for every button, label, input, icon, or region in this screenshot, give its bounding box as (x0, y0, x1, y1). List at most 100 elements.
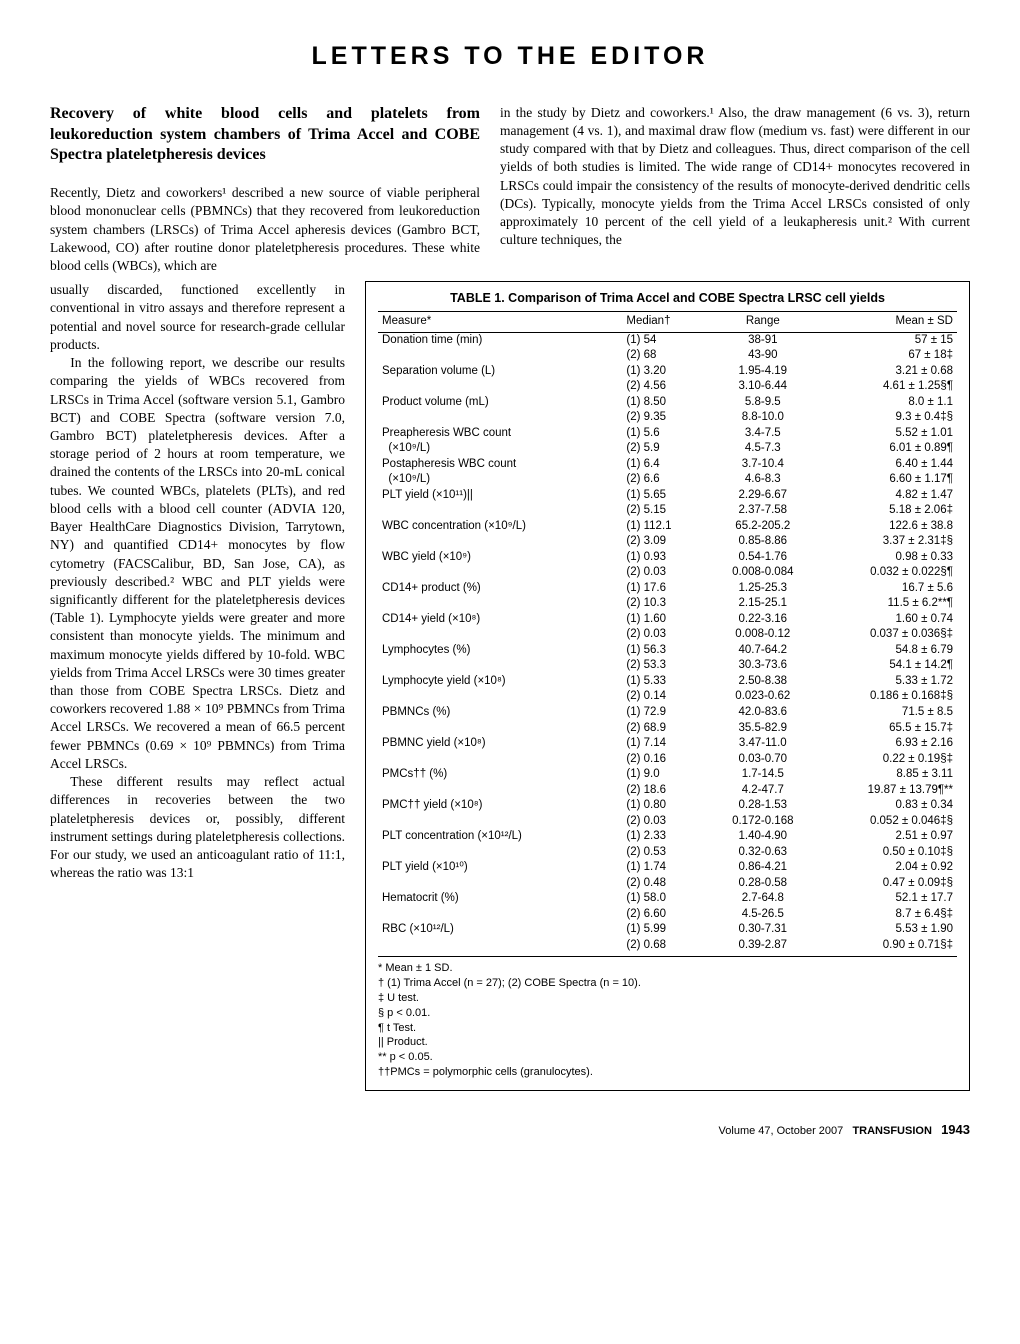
table-cell: (2) 5.15 (608, 503, 710, 519)
table-cell: 1.95-4.19 (710, 364, 815, 380)
table-row: PBMNCs (%)(1) 72.942.0-83.671.5 ± 8.5 (378, 705, 957, 721)
table-cell: (2) 0.53 (608, 845, 710, 861)
table-cell: 0.052 ± 0.046‡§ (815, 814, 957, 830)
table-cell: 0.47 ± 0.09‡§ (815, 876, 957, 892)
table-cell: (2) 0.14 (608, 689, 710, 705)
table-cell: 2.51 ± 0.97 (815, 829, 957, 845)
table-row: PMC†† yield (×10⁸)(1) 0.800.28-1.530.83 … (378, 798, 957, 814)
table-row: (2) 6.604.5-26.58.7 ± 6.4§‡ (378, 907, 957, 923)
table-cell (378, 907, 608, 923)
table-cell: (2) 0.03 (608, 627, 710, 643)
table-cell: RBC (×10¹²/L) (378, 922, 608, 938)
table-cell: 0.86-4.21 (710, 860, 815, 876)
table-cell: 0.186 ± 0.168‡§ (815, 689, 957, 705)
table-row: CD14+ yield (×10⁸)(1) 1.600.22-3.161.60 … (378, 612, 957, 628)
table-cell: 2.37-7.58 (710, 503, 815, 519)
table-cell: 8.85 ± 3.11 (815, 767, 957, 783)
table-cell: PLT yield (×10¹¹)|| (378, 488, 608, 504)
table-cell (378, 379, 608, 395)
table-cell: 0.023-0.62 (710, 689, 815, 705)
table-cell: 0.28-1.53 (710, 798, 815, 814)
table-row: (2) 18.64.2-47.719.87 ± 13.79¶** (378, 783, 957, 799)
table-cell: 67 ± 18‡ (815, 348, 957, 364)
table-cell (378, 534, 608, 550)
table-row: (2) 6843-9067 ± 18‡ (378, 348, 957, 364)
table-cell: PMCs†† (%) (378, 767, 608, 783)
table-cell: 0.98 ± 0.33 (815, 550, 957, 566)
table-cell: CD14+ product (%) (378, 581, 608, 597)
col-mean: Mean ± SD (815, 312, 957, 333)
body-paragraph-2: In the following report, we describe our… (50, 354, 345, 773)
table-cell: 0.172-0.168 (710, 814, 815, 830)
table-row: Product volume (mL)(1) 8.505.8-9.58.0 ± … (378, 395, 957, 411)
table-row: (2) 9.358.8-10.09.3 ± 0.4‡§ (378, 410, 957, 426)
table-cell: (2) 4.56 (608, 379, 710, 395)
table-cell: 1.7-14.5 (710, 767, 815, 783)
table-row: PLT yield (×10¹⁰)(1) 1.740.86-4.212.04 ±… (378, 860, 957, 876)
table-row: Lymphocytes (%)(1) 56.340.7-64.254.8 ± 6… (378, 643, 957, 659)
table-cell: (2) 18.6 (608, 783, 710, 799)
table-cell: 3.10-6.44 (710, 379, 815, 395)
footnote-line: || Product. (378, 1035, 957, 1050)
table-row: (2) 3.090.85-8.863.37 ± 2.31‡§ (378, 534, 957, 550)
table-row: (2) 0.160.03-0.700.22 ± 0.19§‡ (378, 752, 957, 768)
table-cell: 4.2-47.7 (710, 783, 815, 799)
table-cell: 11.5 ± 6.2**¶ (815, 596, 957, 612)
table-cell: 2.15-25.1 (710, 596, 815, 612)
footnote-line: ‡ U test. (378, 991, 957, 1006)
table-cell: (×10⁹/L) (378, 472, 608, 488)
table-cell: 0.30-7.31 (710, 922, 815, 938)
table-cell: (2) 0.03 (608, 565, 710, 581)
footnote-line: ††PMCs = polymorphic cells (granulocytes… (378, 1065, 957, 1080)
table-cell: (1) 3.20 (608, 364, 710, 380)
table-row: Preapheresis WBC count(1) 5.63.4-7.55.52… (378, 426, 957, 442)
table-cell: (1) 5.65 (608, 488, 710, 504)
table-cell: 3.47-11.0 (710, 736, 815, 752)
table-cell: 30.3-73.6 (710, 658, 815, 674)
table-cell: 6.40 ± 1.44 (815, 457, 957, 473)
table-row: WBC yield (×10⁹)(1) 0.930.54-1.760.98 ± … (378, 550, 957, 566)
table-cell: 3.4-7.5 (710, 426, 815, 442)
table-cell: 65.5 ± 15.7‡ (815, 721, 957, 737)
table-cell: 0.90 ± 0.71§‡ (815, 938, 957, 957)
table-cell: (1) 6.4 (608, 457, 710, 473)
article-title: Recovery of white blood cells and platel… (50, 104, 480, 166)
table-cell: 3.21 ± 0.68 (815, 364, 957, 380)
table-cell: (2) 6.6 (608, 472, 710, 488)
table-cell: 0.22-3.16 (710, 612, 815, 628)
body-paragraph-1: usually discarded, functioned excellentl… (50, 281, 345, 354)
table-row: PLT yield (×10¹¹)||(1) 5.652.29-6.674.82… (378, 488, 957, 504)
table-cell: 8.7 ± 6.4§‡ (815, 907, 957, 923)
table-cell (378, 721, 608, 737)
table-cell: (2) 0.68 (608, 938, 710, 957)
table-cell: PMC†† yield (×10⁸) (378, 798, 608, 814)
table-row: (2) 0.680.39-2.870.90 ± 0.71§‡ (378, 938, 957, 957)
table-cell: 40.7-64.2 (710, 643, 815, 659)
table-cell: 0.008-0.12 (710, 627, 815, 643)
table-cell: (1) 5.6 (608, 426, 710, 442)
table-cell: 4.61 ± 1.25§¶ (815, 379, 957, 395)
table-cell (378, 783, 608, 799)
page-footer: Volume 47, October 2007 TRANSFUSION 1943 (50, 1121, 970, 1139)
table-cell: 0.39-2.87 (710, 938, 815, 957)
table-cell: PBMNC yield (×10⁸) (378, 736, 608, 752)
table-cell: 0.22 ± 0.19§‡ (815, 752, 957, 768)
table-cell: (2) 10.3 (608, 596, 710, 612)
table-row: (2) 0.030.008-0.0840.032 ± 0.022§¶ (378, 565, 957, 581)
table-cell: 5.8-9.5 (710, 395, 815, 411)
table-row: (2) 53.330.3-73.654.1 ± 14.2¶ (378, 658, 957, 674)
table-cell: 4.82 ± 1.47 (815, 488, 957, 504)
table-cell: Separation volume (L) (378, 364, 608, 380)
table-cell: (1) 9.0 (608, 767, 710, 783)
table-cell: (2) 0.48 (608, 876, 710, 892)
table-1-container: TABLE 1. Comparison of Trima Accel and C… (365, 281, 970, 1091)
table-cell: 6.93 ± 2.16 (815, 736, 957, 752)
table-row: RBC (×10¹²/L)(1) 5.990.30-7.315.53 ± 1.9… (378, 922, 957, 938)
footer-volume: Volume 47, October 2007 (719, 1125, 844, 1137)
table-header-row: Measure* Median† Range Mean ± SD (378, 312, 957, 333)
table-cell: (2) 0.16 (608, 752, 710, 768)
table-cell: 1.60 ± 0.74 (815, 612, 957, 628)
table-cell (378, 938, 608, 957)
table-row: Hematocrit (%)(1) 58.02.7-64.852.1 ± 17.… (378, 891, 957, 907)
table-cell: 2.50-8.38 (710, 674, 815, 690)
